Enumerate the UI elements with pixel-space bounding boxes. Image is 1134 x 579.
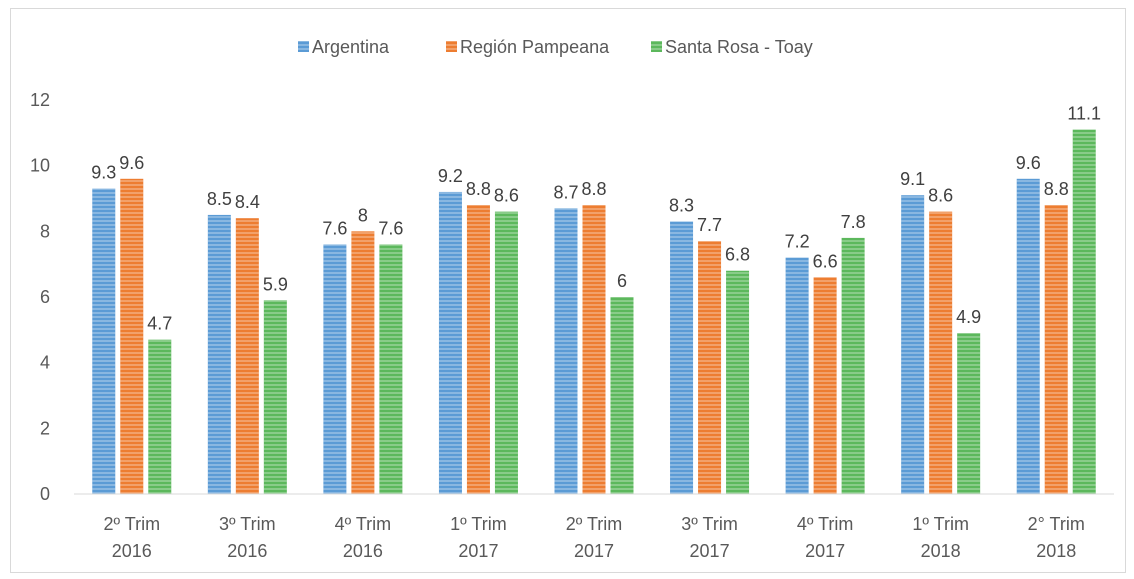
data-label: 8.8	[1044, 179, 1069, 199]
bar-hatch	[1016, 178, 1040, 495]
data-label: 5.9	[263, 274, 288, 294]
bar-hatch	[92, 188, 116, 494]
legend-swatch-hatch	[651, 41, 662, 52]
data-label: 9.1	[900, 169, 925, 189]
data-label: 8.8	[466, 179, 491, 199]
bar-hatch	[120, 178, 144, 495]
y-axis: 0 2 4 6 8 10 12	[30, 90, 50, 504]
bar-hatch	[235, 218, 259, 494]
bar-hatch	[1044, 205, 1068, 495]
bar-hatch	[698, 241, 722, 494]
data-label: 4.7	[147, 314, 172, 334]
data-label: 8.8	[581, 179, 606, 199]
x-tick-label: 2017	[458, 541, 498, 561]
data-label: 9.2	[438, 166, 463, 186]
x-tick-label: 2017	[805, 541, 845, 561]
bar-hatch	[379, 244, 403, 494]
data-label: 8.4	[235, 192, 260, 212]
x-tick-label: 1º Trim	[450, 514, 507, 534]
bar-hatch	[929, 211, 953, 494]
bar-hatch	[494, 211, 518, 494]
bar-hatch	[785, 257, 809, 494]
data-label: 9.6	[119, 153, 144, 173]
x-axis: 2º Trim 2016 3º Trim 2016 4º Trim 2016 1º Trim…	[74, 493, 1114, 561]
data-label: 8.6	[928, 186, 953, 206]
x-tick-label: 2016	[227, 541, 267, 561]
y-tick-label: 8	[40, 221, 50, 241]
x-tick-label: 3º Trim	[219, 514, 276, 534]
legend-label: Región Pampeana	[460, 37, 610, 57]
x-tick-label: 2° Trim	[1028, 514, 1085, 534]
data-label: 4.9	[956, 307, 981, 327]
data-label: 7.8	[841, 212, 866, 232]
bar-hatch	[813, 277, 837, 494]
data-label: 8.7	[553, 182, 578, 202]
data-label: 9.6	[1016, 153, 1041, 173]
bars	[92, 129, 1096, 495]
data-label: 7.6	[322, 218, 347, 238]
bar-hatch	[1072, 129, 1096, 495]
bar-hatch	[466, 205, 490, 495]
x-tick-label: 1º Trim	[912, 514, 969, 534]
bar-hatch	[323, 244, 347, 494]
x-tick-label: 4º Trim	[797, 514, 854, 534]
data-label: 8	[358, 205, 368, 225]
y-tick-label: 12	[30, 90, 50, 110]
data-label: 8.6	[494, 186, 519, 206]
data-label: 7.6	[378, 218, 403, 238]
data-label: 7.2	[785, 232, 810, 252]
bar-hatch	[901, 195, 925, 494]
bar-hatch	[582, 205, 606, 495]
x-tick-label: 2018	[921, 541, 961, 561]
legend-swatch-hatch	[298, 41, 309, 52]
x-tick-label: 2º Trim	[103, 514, 160, 534]
bar-hatch	[610, 297, 634, 494]
data-labels: 9.3 9.64.78.5 8.45.97.687.69.28.8 8.6 8.7 8.8…	[91, 104, 1101, 334]
x-tick-label: 2018	[1036, 541, 1076, 561]
bar-hatch	[351, 231, 375, 495]
x-tick-label: 2017	[574, 541, 614, 561]
bar-hatch	[207, 214, 231, 494]
bar-hatch	[670, 221, 694, 494]
data-label: 9.3	[91, 163, 116, 183]
legend-swatch-hatch	[446, 41, 457, 52]
y-tick-label: 4	[40, 353, 50, 373]
legend: Argentina Región Pampeana Santa Rosa - Toa…	[298, 37, 813, 57]
x-tick-label: 2017	[690, 541, 730, 561]
legend-label: Santa Rosa - Toay	[665, 37, 813, 57]
x-tick-label: 3º Trim	[681, 514, 738, 534]
bar-hatch	[841, 237, 865, 494]
data-label: 8.3	[669, 195, 694, 215]
data-label: 8.5	[207, 189, 232, 209]
x-tick-label: 2º Trim	[566, 514, 623, 534]
y-tick-label: 0	[40, 484, 50, 504]
bar-hatch	[148, 339, 172, 494]
bar-hatch	[554, 208, 578, 494]
data-label: 6.6	[813, 251, 838, 271]
data-label: 11.1	[1067, 104, 1101, 124]
data-label: 7.7	[697, 215, 722, 235]
legend-label: Argentina	[312, 37, 390, 57]
data-label: 6.8	[725, 245, 750, 265]
bar-hatch	[438, 191, 462, 494]
bar-hatch	[263, 300, 287, 494]
y-tick-label: 10	[30, 156, 50, 176]
data-label: 6	[617, 271, 627, 291]
bar-hatch	[726, 270, 750, 494]
x-tick-label: 2016	[112, 541, 152, 561]
x-tick-label: 2016	[343, 541, 383, 561]
x-tick-label: 4º Trim	[335, 514, 392, 534]
y-tick-label: 6	[40, 287, 50, 307]
bar-hatch	[957, 333, 981, 494]
y-tick-label: 2	[40, 418, 50, 438]
